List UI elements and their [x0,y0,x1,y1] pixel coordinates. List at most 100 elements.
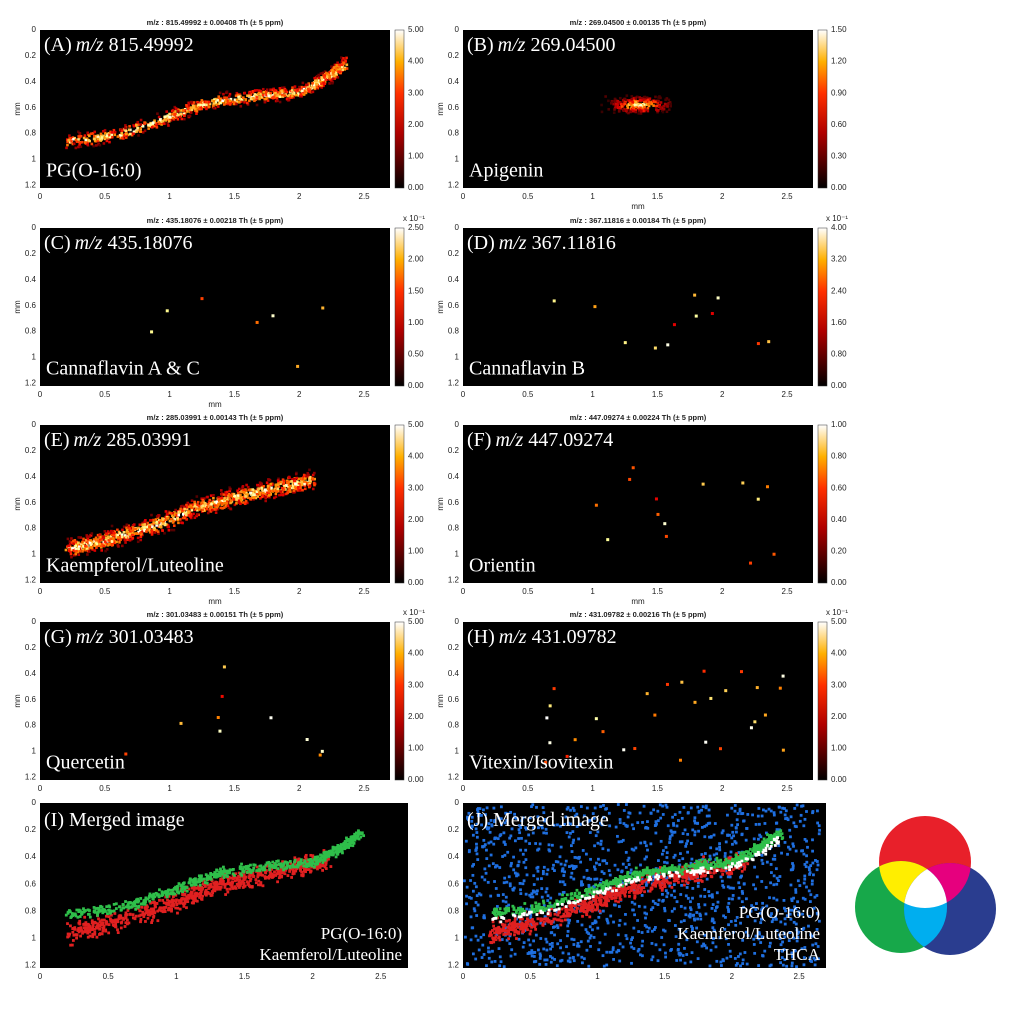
ion-pixel [632,109,635,113]
ion-pixel [178,907,182,911]
ion-pixel [74,552,78,556]
ion-pixel [116,920,120,924]
ion-pixel [216,874,220,877]
ion-pixel [778,937,782,940]
ion-pixel [600,110,604,114]
ion-pixel [219,867,222,871]
colorbar-tick-label: 2.00 [831,712,847,721]
ion-pixel [88,134,91,138]
ion-pixel [535,805,538,809]
ion-pixel [111,923,115,927]
ion-pixel [809,893,813,897]
ion-pixel [114,907,118,910]
ion-pixel [122,531,126,534]
ion-pixel [82,926,86,930]
y-tick-label: 0 [455,25,460,34]
ion-pixel [151,897,155,901]
ion-pixel [475,831,479,834]
y-tick-label: 1.2 [448,181,460,190]
ion-pixel [294,869,298,873]
ion-pixel [565,807,569,811]
x-tick-label: 1.5 [229,192,241,201]
ion-pixel [233,879,237,883]
ion-pixel [789,815,793,819]
ion-pixel [290,480,293,483]
ion-pixel [97,142,100,146]
ion-pixel [114,921,118,925]
ion-pixel [318,859,322,863]
ion-pixel [253,94,256,98]
ion-pixel [723,855,727,858]
ion-pixel [161,518,165,521]
ion-pixel [628,477,632,481]
ion-pixel [249,491,253,495]
ion-pixel [134,914,138,918]
ion-pixel [136,128,140,132]
panel-tag: (D) [467,232,495,254]
ion-pixel [572,943,576,946]
ion-pixel [188,503,191,506]
ion-pixel [320,82,323,85]
ion-pixel [228,486,231,489]
ion-pixel [111,131,114,134]
ion-pixel [733,840,737,843]
ion-pixel [256,495,260,498]
ion-pixel [135,532,138,535]
ion-pixel [582,957,586,961]
ion-pixel [206,103,210,106]
ion-pixel [525,907,529,911]
ion-pixel [543,958,547,962]
ion-pixel [559,862,563,866]
ion-pixel [570,850,574,853]
ion-pixel [322,76,325,79]
ion-pixel [74,544,77,548]
ion-pixel [145,530,148,533]
ion-pixel [104,538,108,541]
ion-pixel [731,842,734,846]
ion-pixel [644,916,647,920]
ion-pixel [172,528,176,532]
ion-pixel [213,500,216,504]
ion-pixel [244,875,248,879]
ion-pixel [607,99,610,103]
ion-pixel [172,903,176,907]
ion-pixel [788,828,792,832]
ion-pixel [282,488,286,492]
ion-pixel [187,105,190,108]
ion-pixel [575,825,579,828]
ion-pixel [651,955,655,959]
ion-pixel [512,886,516,890]
ion-pixel [127,525,131,529]
ion-pixel [665,682,669,686]
ion-pixel [105,532,108,536]
ion-pixel [156,919,160,923]
ion-pixel [696,884,700,888]
ion-pixel [686,832,690,836]
ion-pixel [718,936,722,939]
ion-pixel [657,898,661,902]
ion-pixel [322,71,325,75]
ion-pixel [327,857,330,861]
ion-pixel [632,848,636,852]
ion-pixel [149,518,153,522]
ion-pixel [504,811,508,815]
ion-pixel [136,536,140,540]
ion-pixel [470,819,474,823]
ion-pixel [212,106,216,110]
ion-pixel [653,824,657,828]
ion-pixel [238,496,242,500]
ion-pixel [167,908,170,912]
ion-pixel [723,852,727,855]
ion-pixel [352,837,356,841]
ion-pixel [778,686,782,690]
ion-pixel [326,850,330,854]
y-tick-label: 0 [455,420,460,429]
ion-pixel [802,956,806,960]
colorbar-tick-label: 2.00 [408,515,424,524]
ion-pixel [700,853,704,856]
x-tick-label: 1.5 [229,784,241,793]
ion-pixel [770,920,774,924]
ion-pixel [262,491,265,495]
ion-pixel [183,889,187,893]
ion-pixel [638,99,642,102]
